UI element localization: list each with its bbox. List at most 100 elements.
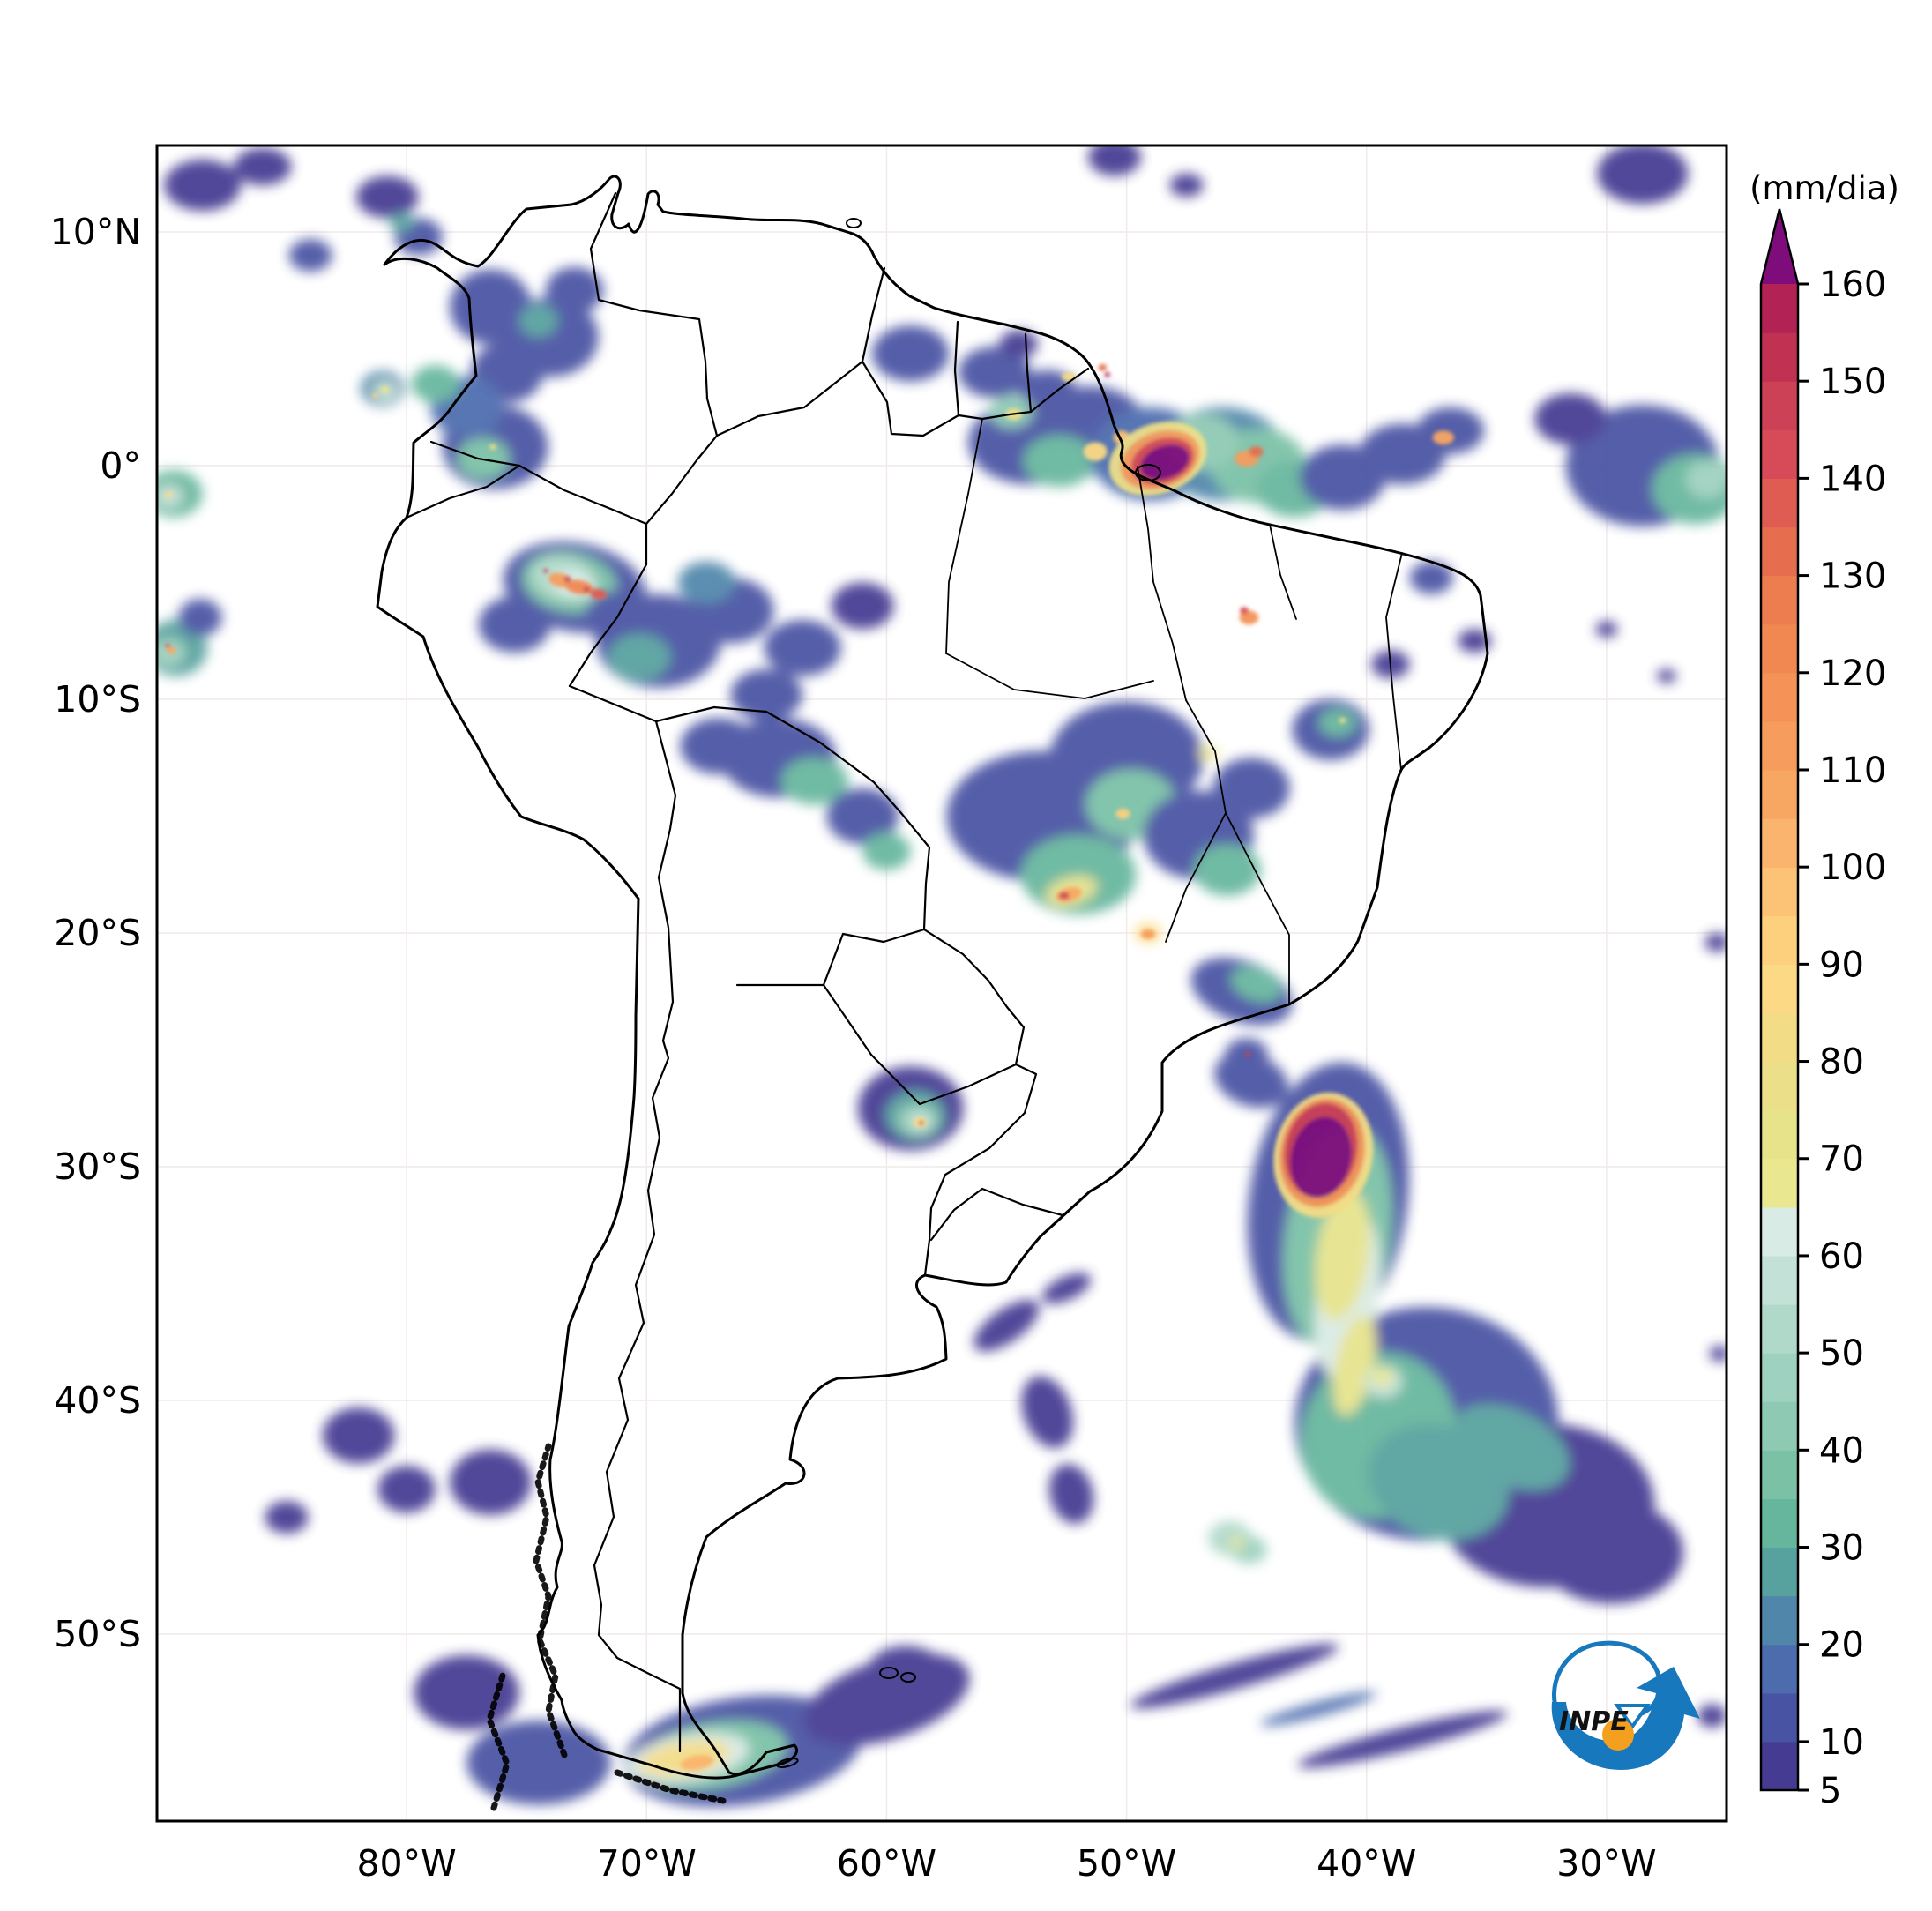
precip-blob: [414, 1654, 519, 1730]
precip-blob: [1169, 173, 1204, 198]
precip-blob: [450, 1449, 532, 1515]
lon-tick-label: 60°W: [836, 1842, 936, 1885]
lat-tick-label: 30°S: [54, 1146, 141, 1189]
precip-blob: [166, 646, 176, 654]
precip-blob: [234, 147, 292, 186]
precip-blob: [862, 832, 911, 870]
colorbar-segment: [1761, 1644, 1798, 1694]
colorbar-tick-label: 110: [1819, 750, 1886, 791]
precip-blob: [545, 266, 604, 314]
colorbar-tick-label: 150: [1819, 362, 1886, 402]
precip-blob: [764, 619, 841, 676]
lon-tick-label: 40°W: [1317, 1842, 1417, 1885]
colorbar-segment: [1761, 284, 1798, 333]
colorbar-segment: [1761, 526, 1798, 577]
precip-blob: [608, 633, 671, 681]
colorbar-segment: [1761, 575, 1798, 625]
colorbar-segment: [1761, 381, 1798, 430]
precip-blob: [780, 758, 848, 805]
precip-blob: [1240, 607, 1249, 615]
precip-blob: [680, 718, 757, 774]
precip-blob: [1315, 1191, 1370, 1321]
precip-blob: [563, 576, 571, 582]
colorbar-segment: [1761, 1304, 1798, 1354]
colorbar-segment: [1761, 1061, 1798, 1111]
precip-blob: [1458, 629, 1492, 653]
precip-blob: [164, 159, 242, 212]
precip-blob: [1021, 1376, 1074, 1449]
precip-blob: [1290, 1116, 1352, 1198]
colorbar-tick-label: 5: [1819, 1771, 1841, 1811]
state-borders-brazil: [945, 418, 1403, 1216]
lon-tick-label: 50°W: [1076, 1842, 1177, 1885]
colorbar-segment: [1761, 672, 1798, 722]
precip-blob: [518, 304, 558, 338]
colorbar-segment: [1761, 1353, 1798, 1402]
colorbar-segment: [1761, 1547, 1798, 1597]
precip-blob: [1058, 892, 1070, 900]
colorbar-tick-label: 60: [1819, 1236, 1864, 1277]
colorbar: (mm/dia) 160 150 140 130 120 110 100 90 80 70 60 50…: [1750, 169, 1899, 1811]
colorbar-tick-label: 20: [1819, 1625, 1864, 1666]
lat-tick-label: 0°: [100, 444, 141, 488]
colorbar-outline: [1759, 208, 1800, 1792]
colorbar-tick-label: 70: [1819, 1139, 1864, 1180]
precip-blob: [999, 330, 1038, 359]
precip-blob: [1041, 1273, 1092, 1304]
inpe-logo: INPE: [1551, 1640, 1700, 1770]
colorbar-segment: [1761, 1206, 1798, 1257]
precip-blob: [466, 1721, 611, 1805]
colorbar-tick-label: 130: [1819, 556, 1886, 597]
lon-tick-label: 70°W: [596, 1842, 697, 1885]
precip-blob: [1140, 929, 1156, 939]
precip-blob: [1083, 442, 1108, 461]
precip-blob: [1297, 1710, 1508, 1768]
colorbar-segment: [1761, 1692, 1798, 1743]
colorbar-segment: [1761, 915, 1798, 965]
precip-blob: [730, 668, 803, 720]
precip-blob: [288, 238, 332, 272]
lat-tick-label: 10°S: [54, 678, 141, 721]
colorbar-tick-label: 90: [1819, 944, 1864, 985]
colorbar-segment: [1761, 623, 1798, 674]
colorbar-tick-label: 50: [1819, 1333, 1864, 1374]
colorbar-segments: [1761, 209, 1798, 1791]
precip-blob: [1239, 610, 1259, 625]
colorbar-segment: [1761, 1109, 1798, 1160]
precip-blob: [867, 1646, 944, 1698]
colorbar-ticks: [1798, 282, 1809, 1792]
fjord-coast-speckles: [486, 1443, 727, 1811]
precip-blob: [1371, 1367, 1393, 1387]
precip-blob: [543, 568, 548, 573]
colorbar-tick-label: 120: [1819, 653, 1886, 694]
precip-blob: [1062, 372, 1077, 382]
precip-blob: [1088, 146, 1141, 176]
precip-blob: [973, 1299, 1040, 1352]
map-frame: [155, 144, 1728, 1823]
precip-blob: [590, 588, 608, 600]
precip-blob: [322, 1407, 395, 1464]
colorbar-segment: [1761, 1401, 1798, 1451]
precip-blob: [390, 213, 414, 233]
precip-blob: [1230, 967, 1282, 1003]
precip-blob: [826, 788, 899, 845]
precip-blob: [680, 1755, 714, 1771]
colorbar-segment: [1761, 867, 1798, 916]
colorbar-segment: [1761, 478, 1798, 528]
precip-blob: [872, 325, 950, 382]
precip-blob: [1432, 430, 1455, 445]
precip-blob: [1198, 746, 1218, 760]
precip-blob: [1140, 444, 1190, 481]
precip-blob: [677, 561, 735, 604]
precip-blob: [1709, 1345, 1727, 1362]
precip-blob: [1229, 1537, 1244, 1549]
precip-blob: [178, 599, 222, 637]
precip-blob: [1130, 1644, 1339, 1709]
precip-blob: [1023, 435, 1096, 487]
colorbar-segment: [1761, 1012, 1798, 1063]
colorbar-tick-label: 100: [1819, 847, 1886, 888]
colorbar-tick-label: 80: [1819, 1042, 1864, 1083]
precip-blob: [380, 386, 390, 393]
